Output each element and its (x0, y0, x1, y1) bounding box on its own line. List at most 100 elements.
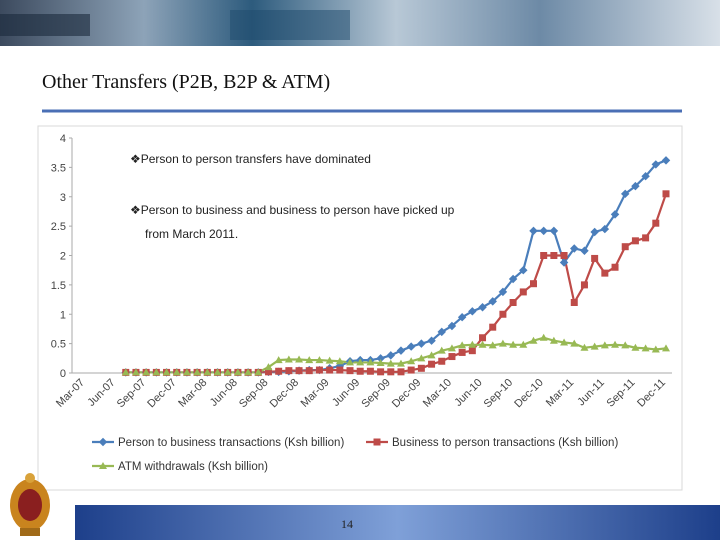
data-point (121, 368, 130, 376)
series-line (125, 336, 667, 374)
data-point (325, 356, 334, 364)
legend-label: ATM withdrawals (Ksh billion) (118, 461, 268, 473)
plot: 00.511.522.533.54Mar-07Jun-07Sep-07Dec-0… (51, 133, 672, 473)
data-point (244, 368, 253, 376)
data-point (661, 156, 671, 165)
data-point (580, 246, 589, 256)
data-point (438, 357, 446, 365)
data-point (335, 357, 344, 365)
data-point (539, 333, 548, 341)
x-tick-label: Mar-09 (299, 377, 332, 410)
data-point (559, 258, 569, 267)
data-point (468, 347, 476, 355)
data-point (376, 354, 385, 363)
data-point (131, 368, 140, 376)
data-point (285, 367, 293, 375)
data-point (336, 366, 344, 374)
data-point (570, 299, 578, 306)
data-point (498, 339, 507, 347)
data-point (621, 341, 630, 349)
data-point (448, 353, 456, 361)
data-point (295, 355, 304, 363)
x-tick-label: Mar-07 (54, 377, 87, 410)
banner-decoration (0, 14, 90, 36)
data-point (99, 462, 107, 469)
data-point (621, 243, 629, 251)
data-point (274, 356, 283, 364)
data-point (519, 288, 527, 296)
x-tick-label: Mar-08 (176, 377, 209, 410)
data-point (182, 368, 191, 376)
data-point (478, 302, 487, 312)
data-point (590, 342, 599, 350)
data-point (305, 356, 314, 364)
header-banner (0, 0, 720, 46)
data-point (662, 344, 670, 352)
data-point (275, 367, 283, 375)
data-point (642, 234, 650, 242)
x-tick-label: Jun-07 (85, 377, 117, 409)
data-point (478, 340, 487, 348)
legend-label: Person to business transactions (Ksh bil… (118, 437, 344, 449)
data-point (407, 366, 415, 374)
data-point (549, 226, 559, 236)
data-point (366, 367, 374, 375)
data-point (396, 359, 405, 367)
data-point (591, 254, 599, 262)
y-tick-label: 1.5 (51, 280, 66, 292)
y-tick-label: 2 (60, 251, 66, 263)
data-point (373, 438, 381, 446)
data-point (539, 226, 548, 236)
data-point (315, 356, 324, 364)
data-point (356, 367, 364, 375)
data-point (458, 348, 466, 356)
legend-entry: ATM withdrawals (Ksh billion) (92, 461, 268, 473)
data-point (529, 280, 537, 288)
annotation: from March 2011. (145, 227, 238, 241)
data-point (142, 368, 151, 376)
x-tick-label: Dec-10 (512, 377, 546, 411)
y-tick-label: 0.5 (51, 339, 66, 351)
data-point (641, 344, 650, 352)
data-point (193, 368, 202, 376)
data-point (223, 368, 232, 376)
data-point (447, 344, 456, 352)
banner-decoration (230, 10, 350, 40)
x-tick-label: Sep-11 (605, 377, 638, 410)
y-tick-label: 1 (60, 309, 66, 321)
data-point (284, 355, 293, 363)
data-point (254, 368, 263, 376)
data-point (397, 368, 405, 376)
data-point (560, 338, 569, 346)
data-point (519, 340, 528, 348)
x-tick-label: Sep-08 (237, 377, 271, 411)
data-point (519, 265, 528, 275)
data-point (509, 340, 518, 348)
annotation: ❖Person to person transfers have dominat… (130, 152, 371, 166)
data-point (233, 368, 242, 376)
data-point (457, 312, 467, 322)
data-point (152, 368, 161, 376)
data-point (489, 323, 497, 331)
x-tick-label: Jun-10 (452, 377, 484, 409)
x-tick-label: Sep-10 (482, 377, 516, 411)
y-tick-label: 2.5 (51, 221, 66, 233)
data-point (499, 310, 507, 318)
data-point (631, 343, 640, 351)
footer-band (75, 505, 720, 540)
data-point (601, 269, 609, 277)
x-tick-label: Jun-08 (208, 377, 240, 409)
y-tick-label: 4 (60, 133, 66, 145)
y-tick-label: 3.5 (51, 162, 66, 174)
data-point (346, 358, 355, 366)
crest (10, 473, 50, 536)
data-point (162, 368, 171, 376)
data-point (407, 357, 416, 365)
data-point (570, 339, 579, 347)
page-number: 14 (341, 517, 353, 531)
data-point (600, 341, 609, 349)
data-point (366, 358, 375, 366)
data-point (540, 252, 548, 259)
data-point (550, 252, 558, 259)
